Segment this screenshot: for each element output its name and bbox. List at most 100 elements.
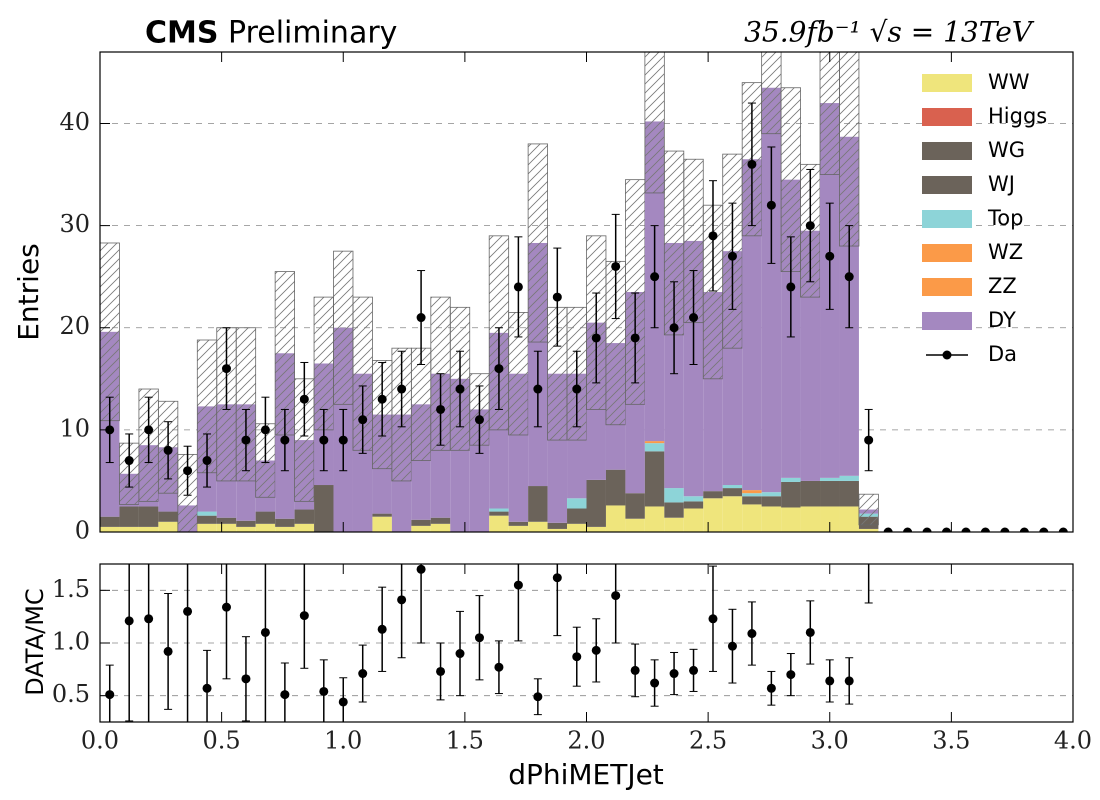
ratio-point [533, 692, 543, 702]
stack-bar [508, 525, 529, 532]
stack-bar [508, 521, 529, 526]
stack-bar [275, 518, 295, 527]
data-point [533, 384, 543, 394]
data-point [747, 159, 757, 169]
ratio-point [689, 665, 699, 675]
stack-bar [489, 508, 509, 512]
data-point [163, 445, 173, 455]
ratio-point [572, 652, 582, 662]
stack-bar [683, 501, 704, 509]
ratio-point [221, 602, 231, 612]
ratio-point [455, 649, 465, 659]
stack-bar [761, 506, 782, 532]
stack-bar [761, 492, 782, 497]
legend-swatch [922, 278, 972, 296]
stack-bar [294, 509, 315, 524]
legend-swatch [922, 244, 972, 262]
stack-bar [781, 507, 801, 532]
legend-label: Top [987, 206, 1023, 230]
legend-swatch [922, 74, 972, 92]
stack-bar [100, 516, 120, 527]
y-axis-label: Entries [12, 243, 45, 341]
stack-bar [411, 525, 431, 532]
x-tick-label: 2.5 [689, 727, 727, 755]
stack-bar [820, 477, 840, 481]
stack-bar [236, 526, 256, 532]
stack-bar [138, 506, 159, 527]
legend-label: WJ [988, 172, 1015, 196]
stack-bar [158, 521, 178, 532]
legend-label: ZZ [988, 274, 1017, 298]
data-point [1058, 527, 1068, 532]
ratio-plot [100, 564, 1073, 722]
data-point [864, 435, 874, 445]
y-tick-label: 10 [59, 414, 90, 442]
y-tick-label: 1.5 [52, 575, 90, 603]
stack-bar [216, 517, 237, 524]
stack-bar [761, 496, 782, 507]
ratio-point [825, 676, 835, 686]
legend-swatch [922, 312, 972, 330]
stack-bar [644, 451, 665, 507]
ratio-point [474, 633, 484, 643]
x-axis-label: dPhiMETJet [508, 758, 664, 791]
ratio-point [844, 676, 854, 686]
ratio-point [766, 683, 776, 693]
stack-bar [197, 523, 217, 532]
main-plot [100, 52, 1073, 532]
ratio-point [299, 611, 309, 621]
stack-bar [664, 502, 684, 518]
stack-bar [683, 508, 704, 532]
ratio-point [260, 627, 270, 637]
stack-bar [528, 521, 548, 532]
data-point [689, 313, 699, 323]
data-point [980, 527, 990, 532]
ratio-point [669, 669, 679, 679]
stack-bar [197, 515, 217, 524]
ratio-point [727, 641, 737, 651]
stack-bar [216, 523, 237, 532]
stack-bar [119, 506, 139, 527]
stack-bar [644, 506, 665, 532]
data-point [727, 251, 737, 261]
stack-bar [742, 493, 762, 497]
ratio-point [630, 665, 640, 675]
data-point [183, 466, 193, 476]
data-point [513, 282, 523, 292]
x-tick-label: 1.0 [324, 727, 362, 755]
ratio-point [416, 564, 426, 574]
ratio-point [280, 690, 290, 700]
lumi-label: 35.9fb⁻¹ √s = 13TeV [744, 16, 1035, 49]
stack-bar [800, 506, 821, 532]
stack-bar [625, 518, 645, 532]
stack-bar [586, 526, 606, 532]
stack-bar [858, 528, 879, 532]
stack-bar [489, 511, 509, 516]
stack-bar [489, 515, 509, 532]
x-tick-label: 3.0 [811, 727, 849, 755]
ratio-point [144, 614, 154, 624]
stack-bar [839, 506, 859, 532]
data-point [455, 384, 465, 394]
legend-label: WW [988, 70, 1030, 94]
stack-bar [664, 488, 684, 503]
legend-label: WZ [988, 240, 1023, 264]
data-point [299, 394, 309, 404]
stack-bar [781, 477, 801, 482]
ratio-point [358, 669, 368, 679]
data-point [805, 221, 815, 231]
data-point [883, 527, 893, 532]
ratio-point [747, 629, 757, 639]
ratio-point [319, 686, 329, 696]
stack-bar [255, 511, 276, 524]
data-point [1019, 527, 1029, 532]
uncertainty-band [527, 143, 548, 343]
legend-label: WG [988, 138, 1025, 162]
stack-bar [567, 498, 587, 509]
data-point [436, 404, 446, 414]
legend-swatch [922, 142, 972, 160]
data-point [241, 435, 251, 445]
stack-bar [800, 480, 821, 507]
ratio-point [786, 670, 796, 680]
data-point [708, 231, 718, 241]
